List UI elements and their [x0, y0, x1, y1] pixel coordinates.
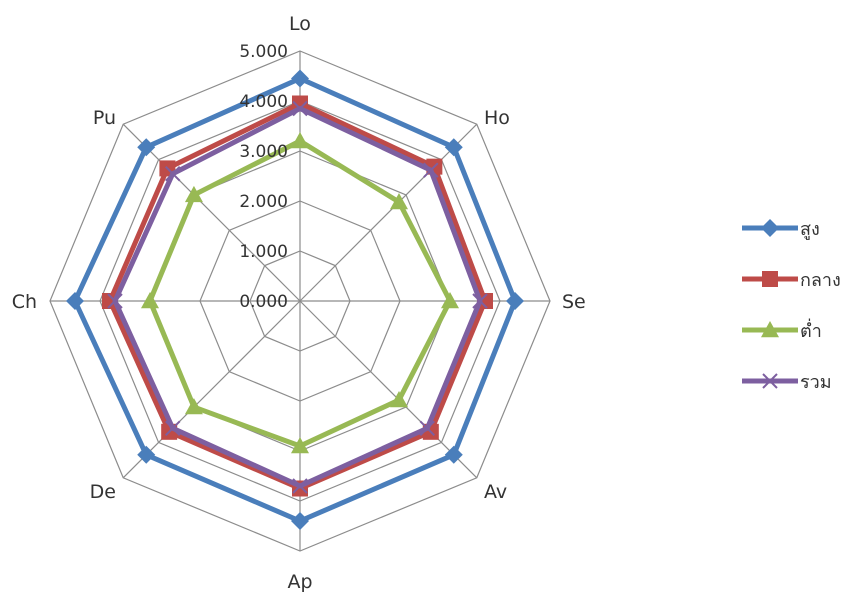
point-2-de	[184, 398, 203, 415]
point-1-lo	[292, 95, 308, 112]
legend-item-3: รวม	[742, 372, 832, 393]
point-2-av	[389, 390, 408, 408]
legend-label-3: รวม	[800, 372, 832, 393]
spoke-av	[299, 300, 478, 479]
point-2-se	[441, 292, 459, 309]
legend-item-2: ต่ำ	[742, 318, 822, 342]
labels: Lo Ho Se Av Ap De Ch Pu 0.000 1.000 2.000 3.000 4.00…	[12, 13, 586, 593]
point-2-ho	[389, 193, 408, 210]
point-3-de	[165, 420, 181, 436]
category-label-lo: Lo	[289, 13, 311, 35]
point-0-se	[506, 292, 524, 310]
tick-label-1: 1.000	[239, 242, 288, 262]
point-3-pu	[165, 166, 181, 182]
category-label-av: Av	[484, 481, 507, 503]
point-3-ap	[292, 478, 308, 494]
category-label-ap: Ap	[287, 571, 312, 593]
category-label-se: Se	[562, 291, 586, 313]
tick-label-0: 0.000	[239, 292, 288, 312]
legend-item-1: กลาง	[742, 270, 841, 291]
point-3-lo	[292, 100, 308, 117]
series-layer	[66, 69, 524, 530]
spoke-de	[122, 300, 301, 479]
grid	[49, 50, 551, 552]
point-0-ap	[291, 512, 309, 530]
point-2-ap	[291, 437, 309, 454]
point-0-pu	[137, 138, 156, 157]
legend-marker-1	[762, 271, 778, 287]
spoke-ho	[299, 123, 478, 302]
legend-marker-3	[762, 373, 778, 389]
point-2-lo	[291, 132, 309, 149]
legend-item-0: สูง	[742, 219, 820, 240]
category-label-pu: Pu	[93, 107, 116, 129]
tick-label-5: 5.000	[239, 42, 288, 62]
series-1	[102, 95, 493, 497]
legend-label-2: ต่ำ	[800, 318, 822, 342]
point-3-se	[472, 293, 488, 309]
legend-label-1: กลาง	[800, 270, 841, 291]
legend-label-0: สูง	[800, 219, 820, 240]
tick-label-2: 2.000	[239, 192, 288, 212]
point-1-ch	[102, 293, 118, 309]
point-3-ho	[423, 162, 439, 178]
series-2	[141, 132, 459, 454]
point-0-av	[444, 445, 463, 464]
point-3-ch	[107, 293, 123, 309]
legend-marker-0	[761, 219, 779, 237]
tick-label-3: 3.000	[239, 142, 288, 162]
category-label-ho: Ho	[484, 107, 510, 129]
tick-label-4: 4.000	[239, 92, 288, 112]
series-0	[66, 69, 524, 530]
point-0-lo	[291, 69, 309, 88]
point-2-pu	[184, 185, 203, 203]
category-label-de: De	[90, 481, 116, 503]
series-3	[107, 100, 488, 494]
point-3-av	[419, 420, 435, 436]
spoke-pu	[122, 123, 301, 302]
legend-marker-2	[761, 321, 779, 338]
point-0-de	[137, 445, 156, 464]
category-label-ch: Ch	[12, 291, 37, 313]
point-0-ho	[444, 138, 463, 157]
point-2-ch	[141, 292, 159, 309]
point-0-ch	[66, 292, 84, 310]
